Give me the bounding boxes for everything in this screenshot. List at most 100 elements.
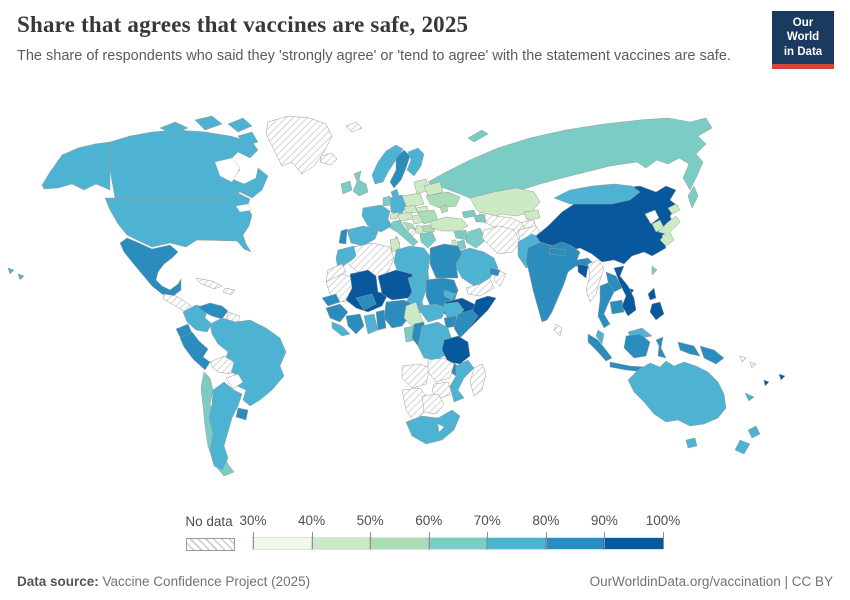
country-united-arab-emirates[interactable] xyxy=(489,267,501,277)
country-hispaniola[interactable] xyxy=(222,287,236,296)
country-turkey[interactable] xyxy=(429,216,469,232)
country-mexico[interactable] xyxy=(119,237,182,298)
country-japan[interactable] xyxy=(667,203,681,215)
country-guinea[interactable] xyxy=(325,303,349,323)
country-australia[interactable] xyxy=(627,360,727,427)
country-fiji[interactable] xyxy=(778,373,786,381)
country-senegal[interactable] xyxy=(321,293,341,307)
country-malaysia[interactable] xyxy=(595,329,605,345)
country-angola[interactable] xyxy=(401,363,431,389)
country-indonesia[interactable] xyxy=(587,333,613,362)
country-italy[interactable] xyxy=(389,219,419,247)
country-solomon-islands[interactable] xyxy=(749,361,757,369)
country-philippines[interactable] xyxy=(649,301,665,321)
country-north-korea[interactable] xyxy=(644,209,660,225)
country-cuba[interactable] xyxy=(195,277,223,290)
country-canada[interactable] xyxy=(237,131,259,147)
country-azerbaijan[interactable] xyxy=(473,213,487,223)
country-new-zealand[interactable] xyxy=(747,425,761,439)
country-india[interactable] xyxy=(525,241,595,323)
country-united-kingdom[interactable] xyxy=(352,170,369,197)
country-czechia[interactable] xyxy=(403,204,418,215)
country-eritrea[interactable] xyxy=(443,289,457,301)
country-liberia[interactable] xyxy=(331,321,351,337)
country-taiwan[interactable] xyxy=(651,265,658,276)
country-australia[interactable] xyxy=(685,437,698,449)
country-switzerland[interactable] xyxy=(389,211,400,220)
legend-no-data-swatch[interactable] xyxy=(186,538,235,551)
country-new-caledonia[interactable] xyxy=(744,392,755,402)
country-indonesia[interactable] xyxy=(655,336,667,359)
country-moldova[interactable] xyxy=(439,204,449,214)
country-madagascar[interactable] xyxy=(469,363,487,397)
country-new-zealand[interactable] xyxy=(734,439,751,455)
country-russia[interactable] xyxy=(687,185,699,209)
country-myanmar[interactable] xyxy=(585,259,605,303)
legend-band-80-90%[interactable] xyxy=(544,537,606,550)
country-kenya[interactable] xyxy=(453,309,479,339)
country-russia[interactable] xyxy=(467,129,489,143)
country-greenland[interactable] xyxy=(265,115,333,175)
country-united-states[interactable] xyxy=(17,273,25,281)
country-ghana[interactable] xyxy=(363,313,379,335)
country-kyrgyzstan[interactable] xyxy=(523,209,541,221)
country-canada[interactable] xyxy=(194,115,223,131)
country-philippines[interactable] xyxy=(647,287,657,301)
country-sweden[interactable] xyxy=(389,149,411,189)
country-finland[interactable] xyxy=(406,147,425,177)
legend-band-50-60%[interactable] xyxy=(369,537,430,550)
country-mali[interactable] xyxy=(345,269,389,313)
country-spain[interactable] xyxy=(346,225,380,247)
country-argentina[interactable] xyxy=(208,381,243,471)
country-venezuela[interactable] xyxy=(197,302,229,320)
legend-band-90-100%[interactable] xyxy=(603,537,664,550)
country-south-africa[interactable] xyxy=(405,409,461,445)
country-tunisia[interactable] xyxy=(389,237,401,253)
country-cambodia[interactable] xyxy=(609,299,625,315)
country-portugal[interactable] xyxy=(338,228,348,245)
country-botswana[interactable] xyxy=(421,393,445,415)
country-yemen[interactable] xyxy=(465,277,495,297)
country-bangladesh[interactable] xyxy=(577,263,589,279)
country-tanzania[interactable] xyxy=(441,335,471,365)
country-papua-new-guinea[interactable] xyxy=(699,345,725,365)
country-svalbard[interactable] xyxy=(345,121,363,133)
country-japan[interactable] xyxy=(657,215,681,247)
country-egypt[interactable] xyxy=(429,243,463,279)
country-iceland[interactable] xyxy=(319,152,338,166)
country-canada[interactable] xyxy=(227,117,253,133)
legend-band-40-50%[interactable] xyxy=(310,537,372,550)
country-bosnia[interactable] xyxy=(407,227,417,237)
country-sri-lanka[interactable] xyxy=(553,323,563,337)
country-paraguay[interactable] xyxy=(225,373,244,390)
country-solomon-islands[interactable] xyxy=(739,355,747,363)
country-greece[interactable] xyxy=(419,231,437,249)
country-germany[interactable] xyxy=(389,194,407,216)
country-ukraine[interactable] xyxy=(425,191,461,209)
country-ireland[interactable] xyxy=(340,180,353,195)
country-central-african-republic[interactable] xyxy=(419,303,447,323)
country-peru[interactable] xyxy=(179,331,211,371)
country-syria[interactable] xyxy=(453,229,469,241)
country-iraq[interactable] xyxy=(465,227,487,249)
country-burkina-faso[interactable] xyxy=(355,293,377,311)
country-vietnam[interactable] xyxy=(613,265,637,317)
country-vanuatu[interactable] xyxy=(763,379,770,387)
country-united-states[interactable] xyxy=(104,192,253,253)
country-united-states[interactable] xyxy=(7,267,15,275)
country-zambia[interactable] xyxy=(427,357,455,383)
country-chile[interactable] xyxy=(200,371,235,477)
country-indonesia[interactable] xyxy=(677,341,701,357)
country-nepal[interactable] xyxy=(548,247,567,257)
country-bolivia[interactable] xyxy=(209,355,235,375)
country-ivory-coast[interactable] xyxy=(345,313,365,335)
legend-band-60-70%[interactable] xyxy=(427,537,489,550)
legend-band-30-40%[interactable] xyxy=(252,537,313,550)
country-united-states[interactable] xyxy=(41,141,111,191)
license-link[interactable]: OurWorldinData.org/vaccination | CC BY xyxy=(589,574,833,589)
country-mozambique[interactable] xyxy=(449,359,475,403)
country-belarus[interactable] xyxy=(423,181,444,197)
country-poland[interactable] xyxy=(401,192,425,209)
country-netherlands[interactable] xyxy=(382,195,392,207)
country-iran[interactable] xyxy=(481,225,521,255)
